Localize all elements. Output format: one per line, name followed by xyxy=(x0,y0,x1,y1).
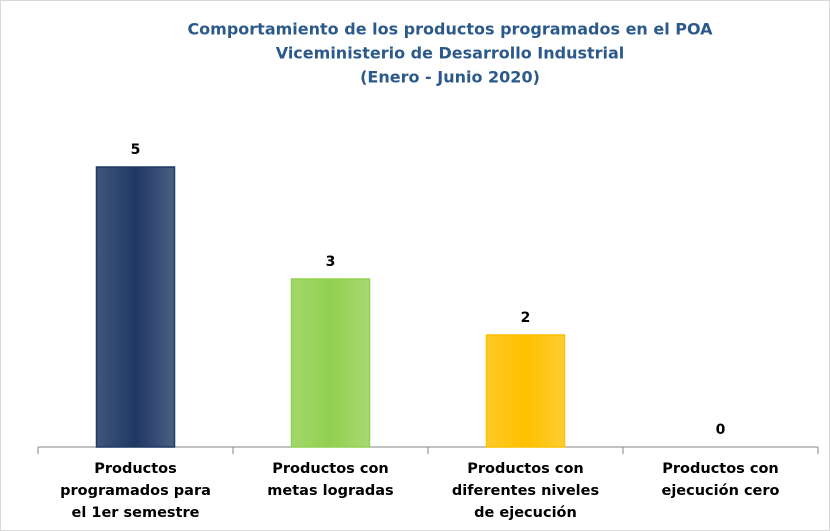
data-label: 0 xyxy=(716,422,726,438)
chart-title: (Enero - Junio 2020) xyxy=(360,68,540,87)
bar xyxy=(290,278,371,448)
data-label: 2 xyxy=(521,310,531,326)
x-tick-label: Productos programados para el 1er semestre xyxy=(60,461,211,521)
chart-title: Viceministerio de Desarrollo Industrial xyxy=(276,44,625,63)
data-label: 5 xyxy=(131,142,141,158)
data-label: 3 xyxy=(326,254,336,270)
x-tick-label: Productos con diferentes niveles de ejecuc… xyxy=(452,461,599,521)
bar xyxy=(95,166,176,448)
x-tick-label: Productos con ejecución cero xyxy=(662,461,780,499)
chart-title: Comportamiento de los productos programa… xyxy=(187,20,713,39)
bar xyxy=(485,334,566,448)
x-tick-label: Productos con metas logradas xyxy=(267,461,393,499)
